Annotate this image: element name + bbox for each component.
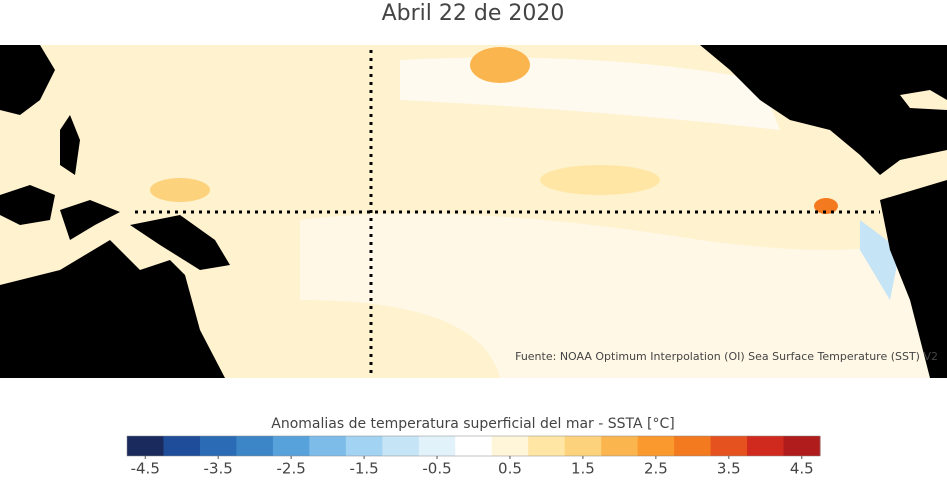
colorbar-tick-label: 1.5 [571, 460, 595, 478]
colorbar-tick-label: 0.5 [498, 460, 522, 478]
anomaly-patch [540, 165, 660, 195]
colorbar-tick-label: -1.5 [349, 460, 378, 478]
colorbar-segment [674, 436, 712, 456]
colorbar-segment [564, 436, 602, 456]
colorbar-segment [236, 436, 274, 456]
anomaly-patch [300, 213, 947, 378]
colorbar-segment [382, 436, 420, 456]
colorbar-tick-label: -4.5 [131, 460, 160, 478]
colorbar-segment [528, 436, 566, 456]
colorbar-segment [309, 436, 347, 456]
land [60, 200, 120, 240]
source: Fuente: NOAA Optimum Interpolation (OI) … [515, 350, 938, 363]
map: Fuente: NOAA Optimum Interpolation (OI) … [0, 45, 947, 378]
colorbar-segment [345, 436, 383, 456]
land [700, 45, 947, 175]
colorbar-segment [418, 436, 456, 456]
colorbar-segment [455, 436, 493, 456]
colorbar-frame [126, 435, 821, 457]
colorbar-segment [710, 436, 748, 456]
colorbar-segment [163, 436, 201, 456]
colorbar: -4.5 -3.5 -2.5 -1.5 -0.5 0.5 1.5 2.5 3.5 4.5 [126, 435, 821, 478]
ocean-gap [900, 90, 947, 110]
anomaly-patch [814, 198, 838, 214]
colorbar-tick-label: -0.5 [422, 460, 451, 478]
colorbar-segment [747, 436, 785, 456]
colorbar-segment [199, 436, 237, 456]
land [880, 180, 947, 378]
colorbar-segment [637, 436, 675, 456]
anomaly-patch [860, 220, 900, 300]
land [0, 185, 55, 225]
land [60, 115, 80, 175]
colorbar-segment [783, 436, 821, 456]
anomaly-patch [150, 178, 210, 202]
colorbar-segment [491, 436, 529, 456]
colorbar-tick-label: 2.5 [644, 460, 668, 478]
land [0, 240, 225, 378]
colorbar-segment [272, 436, 310, 456]
colorbar-segment [601, 436, 639, 456]
colorbar-tick-label: -3.5 [204, 460, 233, 478]
colorbar-tick-label: 3.5 [717, 460, 741, 478]
land [0, 45, 55, 115]
colorbar-tick-label: -2.5 [276, 460, 305, 478]
colorbar-segment [127, 436, 164, 456]
title: Abril 22 de 2020 [382, 1, 565, 26]
land [130, 215, 230, 270]
colorbar-tick-label: 4.5 [790, 460, 814, 478]
anomaly-patch [470, 47, 530, 83]
colorbar-label: Anomalias de temperatura superficial del… [271, 416, 674, 432]
